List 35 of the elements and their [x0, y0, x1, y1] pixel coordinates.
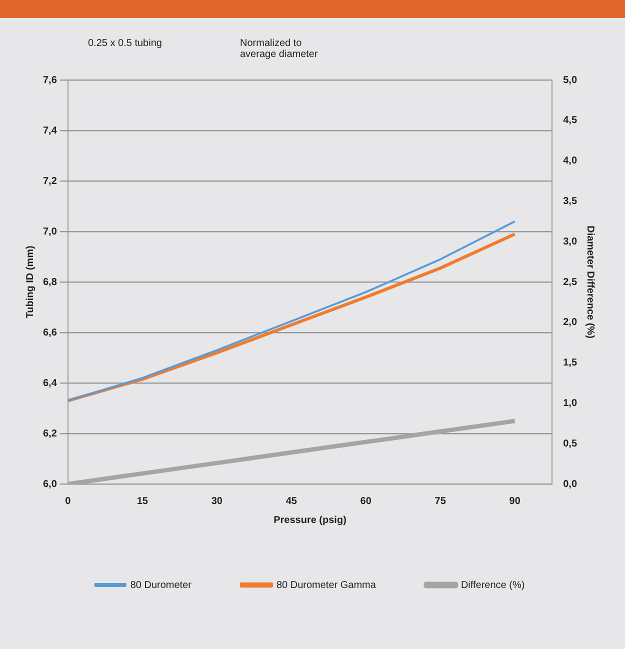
- y2-tick-label: 2,5: [563, 276, 578, 288]
- text: 0.25 x 0.5 tubing: [88, 38, 162, 49]
- y2-tick-label: 0,5: [563, 438, 578, 450]
- y2-axis-title: Diameter Difference (%): [584, 226, 596, 338]
- x-tick-label: 0: [65, 496, 72, 507]
- y2-tick-label: 1,5: [563, 358, 578, 369]
- y2-tick-label: 4,5: [563, 115, 578, 126]
- text: Normalized to average diameter: [240, 38, 318, 60]
- y2-tick-label: 4,0: [563, 156, 578, 167]
- y2-tick-label: 0,0: [563, 478, 578, 490]
- x-tick-label: 45: [286, 496, 298, 507]
- x-tick-label: 15: [136, 496, 148, 507]
- legend-label: 80 Durometer Gamma: [276, 580, 376, 591]
- y2-tick-label: 2,0: [563, 317, 578, 328]
- y2-tick-label: 1,0: [563, 398, 578, 409]
- x-tick-label: 60: [360, 496, 372, 507]
- y-tick-label: 7,0: [42, 226, 58, 238]
- y-tick-label: 6,4: [42, 378, 58, 389]
- x-tick-label: 75: [434, 496, 446, 507]
- y-tick-label: 7,4: [42, 125, 58, 136]
- y2-tick-label: 3,5: [563, 196, 578, 207]
- x-tick-label: 90: [509, 496, 521, 507]
- y-tick-label: 6,2: [42, 428, 58, 440]
- legend-label: 80 Durometer: [130, 580, 192, 591]
- legend-label: Difference (%): [460, 580, 525, 591]
- y-tick-label: 7,2: [42, 176, 58, 187]
- y2-tick-label: 5,0: [563, 74, 578, 86]
- y-tick-label: 7,6: [42, 74, 58, 86]
- y-tick-label: 6,8: [42, 276, 58, 288]
- y-tick-label: 6,0: [42, 478, 58, 490]
- y-tick-label: 6,6: [42, 327, 58, 338]
- y-axis-title: Tubing ID (mm): [24, 246, 36, 318]
- x-axis-title: Pressure (psig): [274, 514, 346, 526]
- x-tick-label: 30: [211, 496, 223, 507]
- y2-tick-label: 3,0: [563, 236, 578, 248]
